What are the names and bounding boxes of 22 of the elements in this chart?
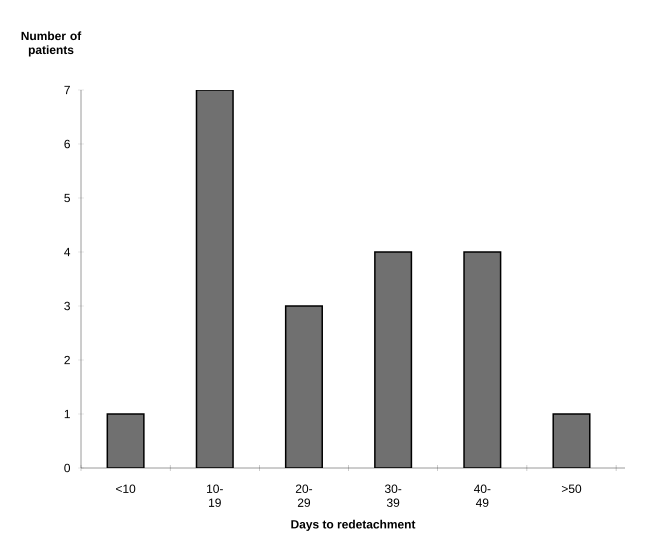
x-tick-label: 10-19 — [207, 484, 223, 507]
y-tick-label: 5 — [64, 194, 70, 202]
bar — [463, 251, 502, 468]
bar — [552, 413, 591, 468]
y-tick-label: 4 — [64, 248, 70, 256]
x-axis-title: Days to redetachment — [291, 520, 416, 531]
y-tick-label: 1 — [64, 410, 70, 418]
x-tick-label: <10 — [116, 484, 136, 493]
y-tick-label: 7 — [64, 86, 70, 94]
y-axis-title: Number of patients — [22, 31, 82, 56]
bar — [284, 305, 323, 468]
bar — [196, 90, 234, 468]
y-tick-label: 0 — [64, 464, 70, 472]
x-tick-label: 40-49 — [474, 484, 490, 507]
bar — [374, 251, 412, 468]
x-tick-label: 30-39 — [384, 484, 402, 507]
x-tick-label: >50 — [562, 484, 582, 493]
y-tick-label: 6 — [64, 140, 70, 148]
y-tick-label: 2 — [64, 356, 70, 364]
bar — [106, 413, 145, 468]
y-tick-label: 3 — [64, 302, 70, 310]
x-tick-label: 20-29 — [296, 484, 312, 507]
